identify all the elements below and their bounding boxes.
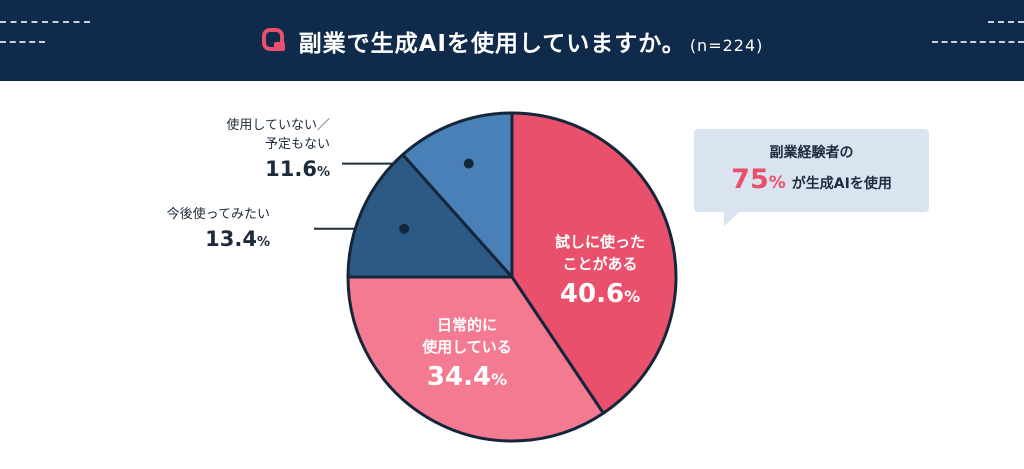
slice-label-line: ことがある: [562, 255, 638, 273]
percent-unit: %: [491, 370, 508, 389]
slice-label-daily: 日常的に 使用している 34.4%: [397, 314, 537, 399]
callout-suffix: が生成AIを使用: [791, 176, 892, 192]
sample-size: (n=224): [689, 35, 764, 55]
slice-label-want-to-try: 今後使ってみたい 13.4%: [167, 205, 270, 258]
pie-slice-not-using: [401, 111, 514, 279]
page-title: 副業で生成AIを使用していますか。 (n=224): [299, 24, 764, 58]
percent-unit: %: [256, 235, 270, 250]
slice-label-line: 使用していない／: [226, 118, 330, 133]
leader-dot: [399, 223, 410, 234]
callout-highlight-unit: %: [768, 173, 786, 193]
slice-percent-value: 11.6: [265, 157, 317, 181]
pie-slice-want-to-try: [346, 153, 514, 279]
header-dash-decoration: [932, 41, 1024, 43]
slice-percent: 13.4%: [167, 224, 270, 258]
summary-callout: 副業経験者の 75% が生成AIを使用: [694, 129, 929, 212]
slice-percent-value: 34.4: [426, 362, 492, 392]
slice-label-line: 試しに使った: [554, 233, 645, 251]
leader-dots: [399, 158, 474, 234]
callout-tail: [724, 210, 742, 226]
slice-percent: 11.6%: [226, 154, 330, 188]
header-title-row: 副業で生成AIを使用していますか。 (n=224): [0, 0, 1024, 81]
callout-line2: 75% が生成AIを使用: [694, 165, 929, 199]
slice-label-line: 日常的に: [436, 316, 497, 334]
header-dash-decoration: [0, 41, 45, 43]
page-title-text: 副業で生成AIを使用していますか。: [298, 30, 686, 57]
slice-label-not-using: 使用していない／ 予定もない 11.6%: [226, 116, 330, 188]
header-bar: [0, 0, 1024, 81]
slice-percent: 34.4%: [397, 358, 537, 399]
leader-dot: [463, 158, 474, 169]
slice-percent-value: 40.6: [559, 279, 625, 309]
header-dash-decoration: [0, 21, 90, 23]
slice-label-line: 予定もない: [264, 137, 330, 152]
slice-label-tried: 試しに使った ことがある 40.6%: [530, 231, 670, 316]
pie-slices: [346, 111, 678, 443]
q-icon: [261, 27, 285, 51]
pie-slice-tried: [510, 111, 678, 415]
slice-percent: 40.6%: [530, 275, 670, 316]
callout-line1: 副業経験者の: [769, 145, 854, 161]
pie-slice-daily: [346, 275, 605, 443]
slice-label-line: 今後使ってみたい: [166, 207, 270, 222]
slice-label-line: 使用している: [422, 338, 512, 356]
percent-unit: %: [624, 287, 641, 306]
slice-percent-value: 13.4: [205, 227, 257, 251]
callout-highlight-value: 75: [731, 164, 769, 195]
header-dash-decoration: [988, 21, 1024, 23]
percent-unit: %: [316, 165, 330, 180]
